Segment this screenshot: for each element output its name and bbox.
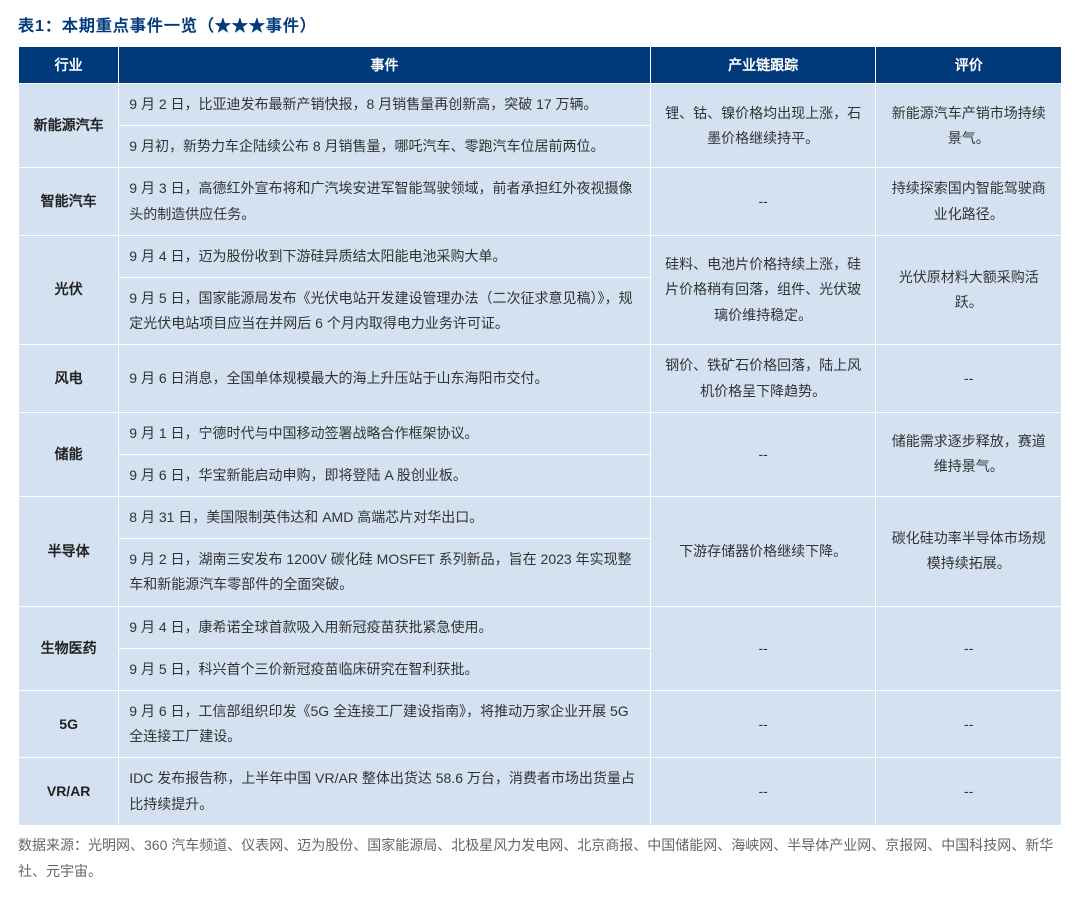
cell-track: --: [650, 168, 876, 235]
cell-event: 9 月 3 日，高德红外宣布将和广汽埃安进军智能驾驶领域，前者承担红外夜视摄像头…: [119, 168, 651, 235]
cell-rating: --: [876, 691, 1062, 758]
table-row: 智能汽车 9 月 3 日，高德红外宣布将和广汽埃安进军智能驾驶领域，前者承担红外…: [19, 168, 1062, 235]
table-title: 表1：本期重点事件一览（★★★事件）: [18, 12, 1062, 36]
cell-industry: 风电: [19, 345, 119, 412]
cell-event: 9 月 5 日，科兴首个三价新冠疫苗临床研究在智利获批。: [119, 648, 651, 690]
table-row: 生物医药 9 月 4 日，康希诺全球首款吸入用新冠疫苗获批紧急使用。 -- --: [19, 606, 1062, 648]
cell-track: --: [650, 758, 876, 825]
cell-track: --: [650, 691, 876, 758]
cell-event: 9 月初，新势力车企陆续公布 8 月销售量，哪吒汽车、零跑汽车位居前两位。: [119, 126, 651, 168]
cell-rating: 持续探索国内智能驾驶商业化路径。: [876, 168, 1062, 235]
cell-event: 9 月 2 日，比亚迪发布最新产销快报，8 月销售量再创新高，突破 17 万辆。: [119, 84, 651, 126]
cell-industry: 光伏: [19, 235, 119, 345]
table-row: 半导体 8 月 31 日，美国限制英伟达和 AMD 高端芯片对华出口。 下游存储…: [19, 497, 1062, 539]
table-header-row: 行业 事件 产业链跟踪 评价: [19, 47, 1062, 84]
table-row: 储能 9 月 1 日，宁德时代与中国移动签署战略合作框架协议。 -- 储能需求逐…: [19, 412, 1062, 454]
cell-rating: 光伏原材料大额采购活跃。: [876, 235, 1062, 345]
cell-event: IDC 发布报告称，上半年中国 VR/AR 整体出货达 58.6 万台，消费者市…: [119, 758, 651, 825]
cell-event: 9 月 6 日，工信部组织印发《5G 全连接工厂建设指南》，将推动万家企业开展 …: [119, 691, 651, 758]
cell-industry: 生物医药: [19, 606, 119, 690]
cell-rating: 储能需求逐步释放，赛道维持景气。: [876, 412, 1062, 496]
cell-rating: --: [876, 758, 1062, 825]
cell-event: 8 月 31 日，美国限制英伟达和 AMD 高端芯片对华出口。: [119, 497, 651, 539]
cell-rating: --: [876, 345, 1062, 412]
col-industry: 行业: [19, 47, 119, 84]
table-row: 风电 9 月 6 日消息，全国单体规模最大的海上升压站于山东海阳市交付。 钢价、…: [19, 345, 1062, 412]
cell-industry: 新能源汽车: [19, 84, 119, 168]
data-source: 数据来源：光明网、360 汽车频道、仪表网、迈为股份、国家能源局、北极星风力发电…: [18, 832, 1062, 885]
cell-industry: VR/AR: [19, 758, 119, 825]
cell-track: 下游存储器价格继续下降。: [650, 497, 876, 607]
col-event: 事件: [119, 47, 651, 84]
cell-industry: 储能: [19, 412, 119, 496]
cell-industry: 半导体: [19, 497, 119, 607]
col-rating: 评价: [876, 47, 1062, 84]
table-row: VR/AR IDC 发布报告称，上半年中国 VR/AR 整体出货达 58.6 万…: [19, 758, 1062, 825]
cell-track: --: [650, 606, 876, 690]
table-body: 新能源汽车 9 月 2 日，比亚迪发布最新产销快报，8 月销售量再创新高，突破 …: [19, 84, 1062, 826]
cell-event: 9 月 1 日，宁德时代与中国移动签署战略合作框架协议。: [119, 412, 651, 454]
col-track: 产业链跟踪: [650, 47, 876, 84]
cell-event: 9 月 2 日，湖南三安发布 1200V 碳化硅 MOSFET 系列新品，旨在 …: [119, 539, 651, 606]
table-row: 新能源汽车 9 月 2 日，比亚迪发布最新产销快报，8 月销售量再创新高，突破 …: [19, 84, 1062, 126]
cell-event: 9 月 6 日，华宝新能启动申购，即将登陆 A 股创业板。: [119, 454, 651, 496]
table-row: 5G 9 月 6 日，工信部组织印发《5G 全连接工厂建设指南》，将推动万家企业…: [19, 691, 1062, 758]
cell-track: 硅料、电池片价格持续上涨，硅片价格稍有回落，组件、光伏玻璃价维持稳定。: [650, 235, 876, 345]
table-row: 光伏 9 月 4 日，迈为股份收到下游硅异质结太阳能电池采购大单。 硅料、电池片…: [19, 235, 1062, 277]
cell-event: 9 月 6 日消息，全国单体规模最大的海上升压站于山东海阳市交付。: [119, 345, 651, 412]
cell-track: 锂、钴、镍价格均出现上涨，石墨价格继续持平。: [650, 84, 876, 168]
cell-industry: 5G: [19, 691, 119, 758]
cell-track: --: [650, 412, 876, 496]
cell-event: 9 月 4 日，迈为股份收到下游硅异质结太阳能电池采购大单。: [119, 235, 651, 277]
cell-event: 9 月 4 日，康希诺全球首款吸入用新冠疫苗获批紧急使用。: [119, 606, 651, 648]
cell-rating: --: [876, 606, 1062, 690]
cell-rating: 新能源汽车产销市场持续景气。: [876, 84, 1062, 168]
cell-track: 钢价、铁矿石价格回落，陆上风机价格呈下降趋势。: [650, 345, 876, 412]
cell-industry: 智能汽车: [19, 168, 119, 235]
cell-rating: 碳化硅功率半导体市场规模持续拓展。: [876, 497, 1062, 607]
cell-event: 9 月 5 日，国家能源局发布《光伏电站开发建设管理办法（二次征求意见稿）》，规…: [119, 277, 651, 344]
events-table: 行业 事件 产业链跟踪 评价 新能源汽车 9 月 2 日，比亚迪发布最新产销快报…: [18, 46, 1062, 826]
